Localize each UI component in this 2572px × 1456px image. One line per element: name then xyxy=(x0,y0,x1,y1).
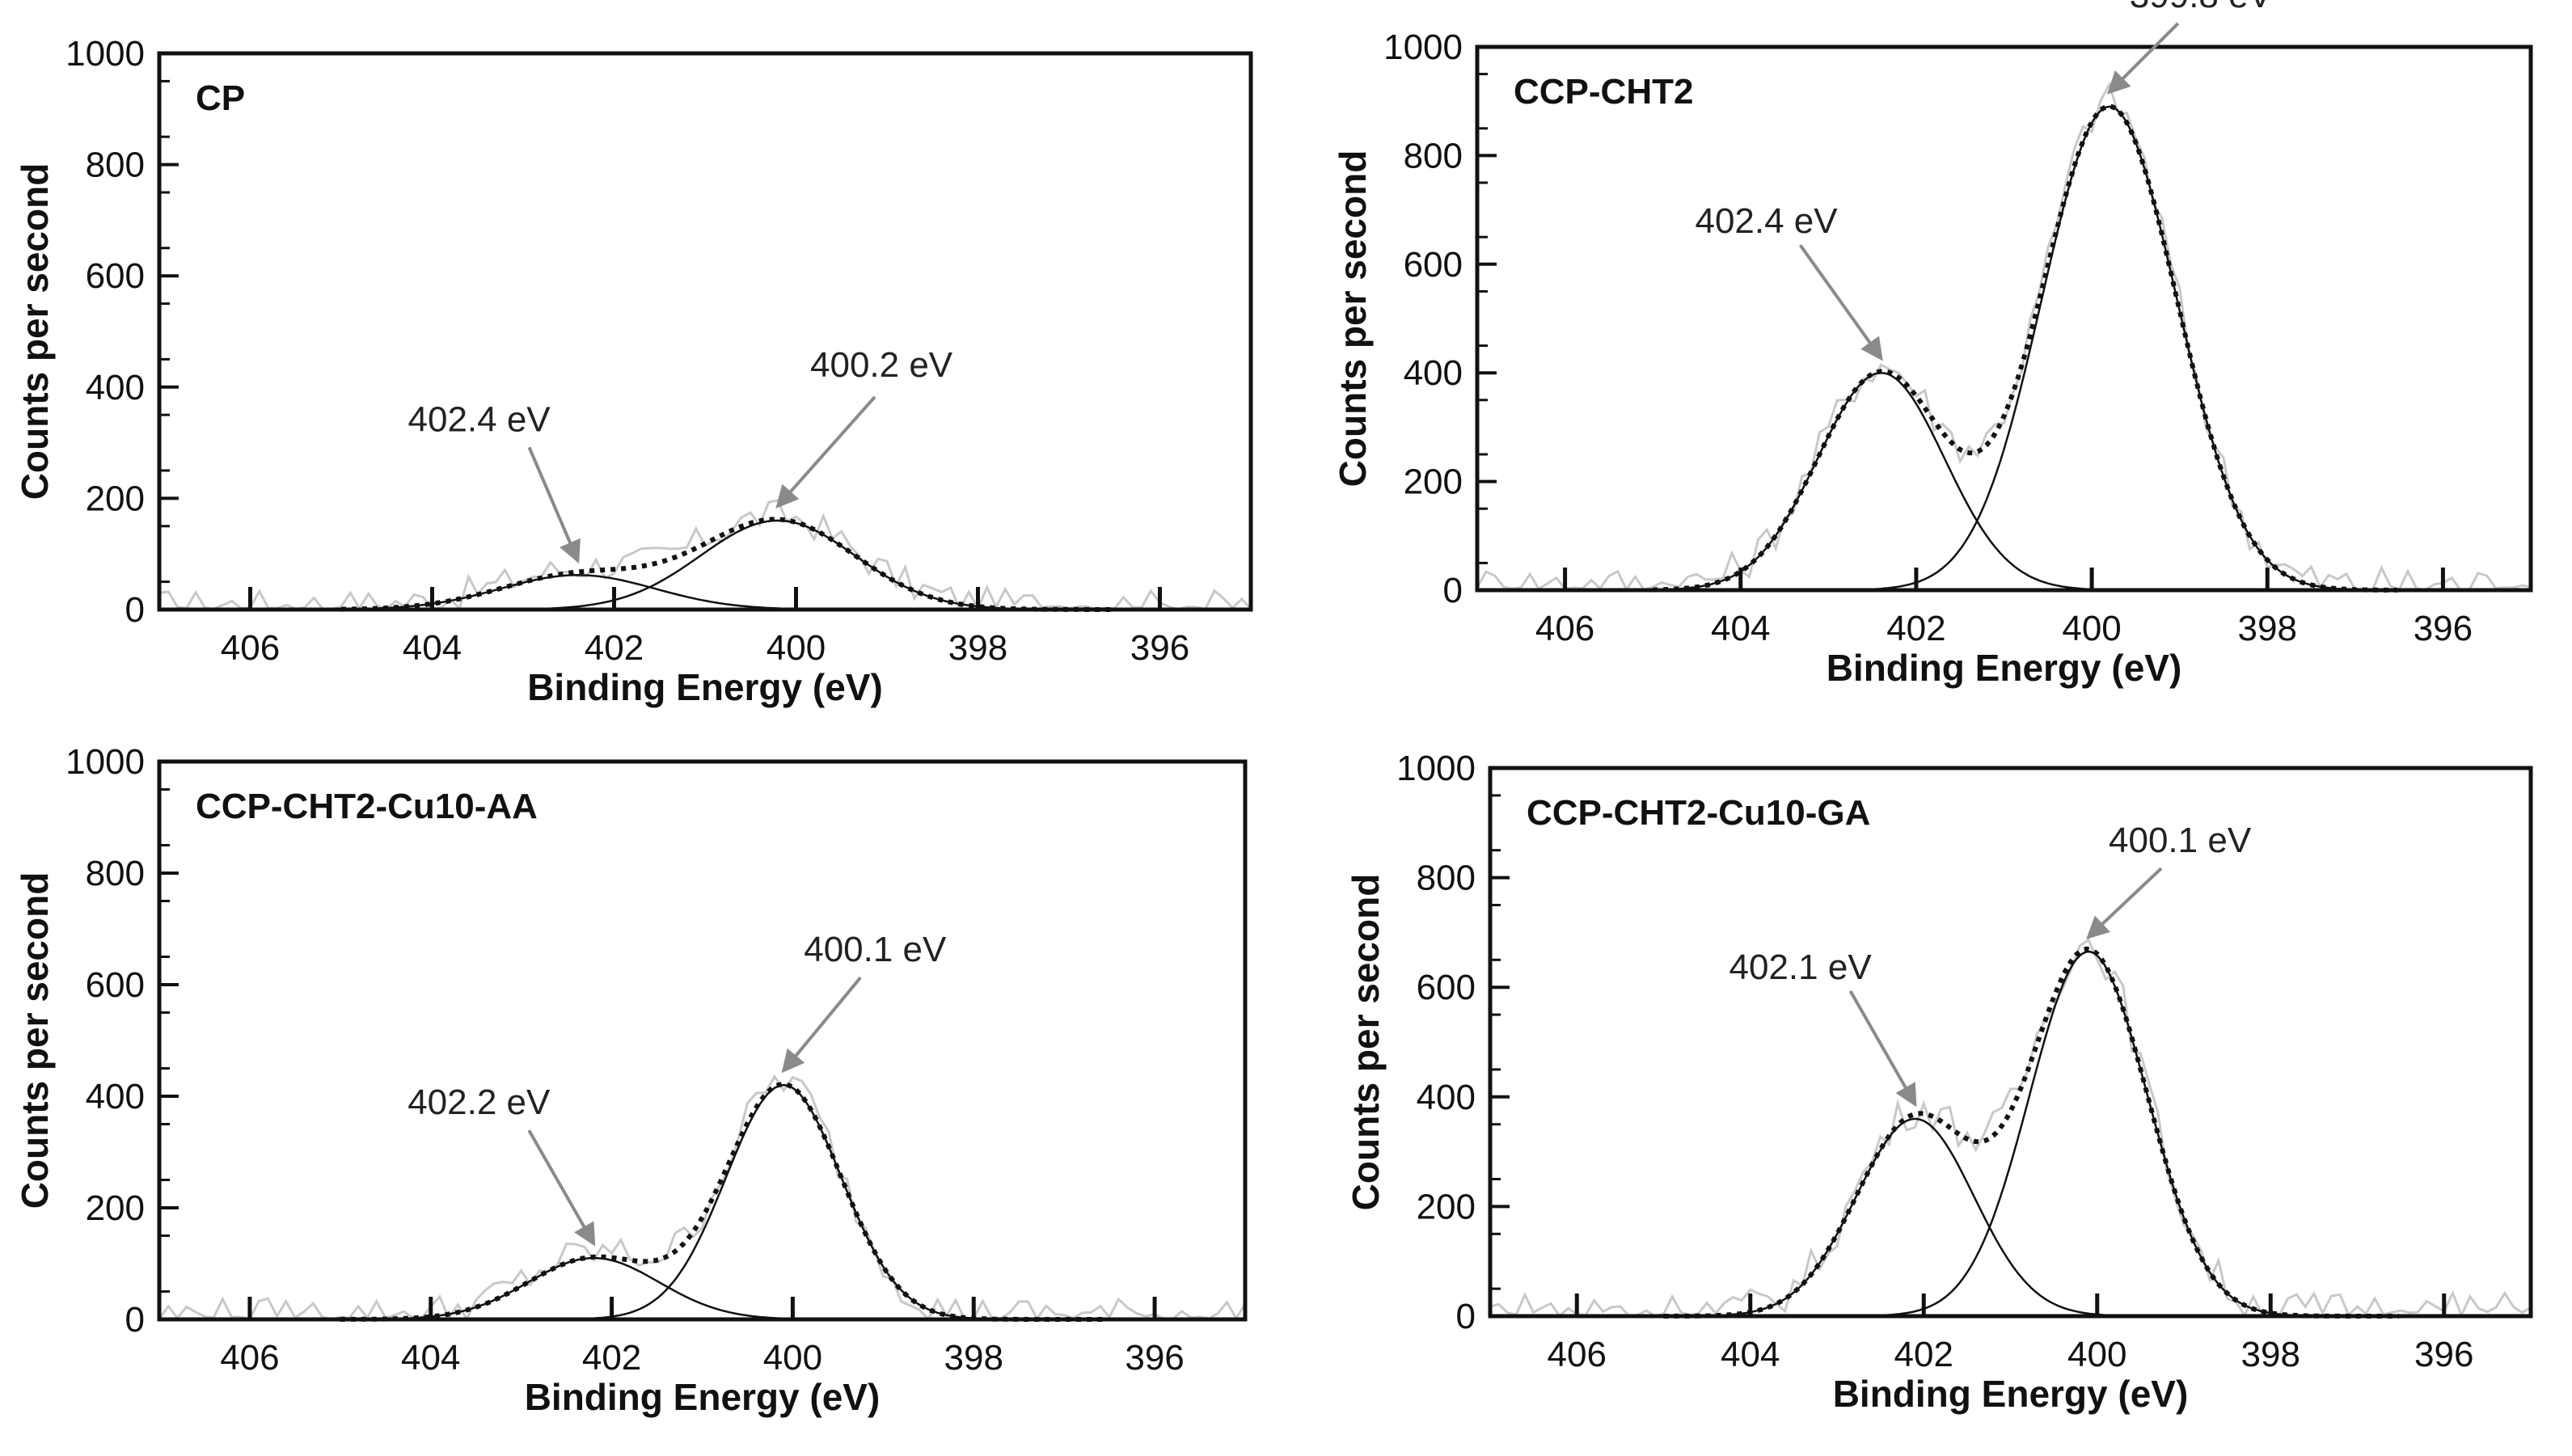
y-axis-title: Counts per second xyxy=(14,163,56,500)
peak-label: 402.4 eV xyxy=(1695,201,1838,241)
y-tick-label: 200 xyxy=(86,479,145,518)
raw-spectrum-line xyxy=(1476,81,2532,592)
y-tick-label: 800 xyxy=(1417,859,1476,898)
y-tick-label: 0 xyxy=(1443,571,1463,610)
x-tick-label: 396 xyxy=(1130,628,1189,668)
y-tick-label: 600 xyxy=(86,256,145,296)
peak-label: 400.2 eV xyxy=(810,345,953,385)
x-tick-label: 398 xyxy=(948,628,1007,668)
raw-spectrum-line xyxy=(1489,938,2532,1319)
y-axis-title: Counts per second xyxy=(14,872,56,1209)
x-tick-label: 402 xyxy=(1886,609,1945,648)
y-tick-label: 200 xyxy=(1417,1187,1476,1226)
x-tick-label: 402 xyxy=(585,628,644,668)
y-tick-label: 200 xyxy=(1404,462,1463,502)
peak-label: 402.2 eV xyxy=(408,1083,551,1122)
peak-label: 402.4 eV xyxy=(408,399,551,439)
x-tick-label: 400 xyxy=(767,628,826,668)
x-tick-label: 402 xyxy=(1894,1335,1953,1374)
fit-peak-1 xyxy=(1653,371,2397,592)
y-tick-label: 400 xyxy=(86,1077,145,1116)
x-axis-title: Binding Energy (eV) xyxy=(1833,1373,2189,1415)
y-tick-label: 1000 xyxy=(1383,27,1463,67)
peak-arrow xyxy=(781,976,862,1074)
y-tick-label: 0 xyxy=(1456,1297,1476,1336)
y-tick-label: 400 xyxy=(1417,1078,1476,1117)
x-tick-label: 404 xyxy=(1721,1335,1780,1374)
peak-arrow xyxy=(1798,244,1883,361)
y-tick-label: 1000 xyxy=(65,34,145,74)
y-tick-label: 600 xyxy=(1404,245,1463,285)
plot-frame xyxy=(157,759,1248,1322)
x-tick-label: 396 xyxy=(1125,1338,1184,1378)
x-tick-label: 402 xyxy=(582,1338,641,1378)
x-axis-title: Binding Energy (eV) xyxy=(525,1376,881,1418)
x-tick-label: 406 xyxy=(1535,609,1594,648)
x-tick-label: 406 xyxy=(220,1338,279,1378)
y-tick-label: 400 xyxy=(1404,353,1463,393)
x-tick-label: 400 xyxy=(2067,1335,2126,1374)
y-axis-title: Counts per second xyxy=(1332,150,1374,487)
fit-peak-2 xyxy=(1663,951,2399,1318)
y-tick-label: 1000 xyxy=(65,742,145,782)
panel-title: CCP-CHT2-Cu10-GA xyxy=(1527,793,1870,833)
fit-envelope-line xyxy=(340,1082,1108,1322)
y-tick-label: 0 xyxy=(125,1300,145,1340)
peak-label: 400.1 eV xyxy=(804,930,947,969)
x-tick-label: 398 xyxy=(2241,1335,2300,1374)
plot-frame xyxy=(1488,766,2533,1319)
fit-envelope-line xyxy=(1663,946,2399,1319)
chart-panel-4: 0 200 400 600 800 1000 406 404 402 400 398 396 Bindi… xyxy=(1345,749,2533,1415)
panel-title: CCP-CHT2-Cu10-AA xyxy=(196,787,538,826)
peak-label: 399.8 eV xyxy=(2130,0,2273,15)
x-tick-label: 406 xyxy=(1548,1335,1607,1374)
x-tick-label: 398 xyxy=(944,1338,1003,1378)
x-tick-label: 404 xyxy=(1711,609,1770,648)
raw-spectrum-line xyxy=(158,499,1252,613)
x-tick-label: 404 xyxy=(401,1338,460,1378)
x-axis-title: Binding Energy (eV) xyxy=(1827,647,2182,689)
x-axis-title: Binding Energy (eV) xyxy=(527,666,883,708)
fit-envelope-line xyxy=(340,517,1113,612)
chart-panel-1: 0 200 400 600 800 1000 406 404 402 400 398 396 Bindi… xyxy=(14,34,1253,708)
peak-arrow xyxy=(527,1129,596,1247)
y-tick-label: 800 xyxy=(1404,136,1463,175)
y-tick-label: 600 xyxy=(86,965,145,1005)
fit-peak-2 xyxy=(341,519,1113,611)
y-tick-label: 800 xyxy=(86,854,145,893)
y-tick-label: 400 xyxy=(86,368,145,407)
y-tick-label: 800 xyxy=(86,146,145,185)
plot-frame xyxy=(1475,44,2533,593)
fit-envelope-line xyxy=(1653,103,2397,593)
peak-arrow xyxy=(2086,867,2163,939)
x-tick-label: 404 xyxy=(403,628,462,668)
peak-arrow xyxy=(1848,990,1917,1108)
x-tick-label: 400 xyxy=(763,1338,822,1378)
x-tick-label: 396 xyxy=(2414,1335,2473,1374)
x-tick-label: 406 xyxy=(221,628,280,668)
fit-peak-1 xyxy=(1663,1117,2399,1318)
y-tick-label: 200 xyxy=(86,1188,145,1228)
chart-panel-3: 0 200 400 600 800 1000 406 404 402 400 398 396 Bindi… xyxy=(14,742,1248,1418)
panel-title: CCP-CHT2 xyxy=(1514,72,1693,112)
x-tick-label: 400 xyxy=(2062,609,2121,648)
x-tick-label: 398 xyxy=(2238,609,2297,648)
y-axis-title: Counts per second xyxy=(1345,874,1387,1211)
y-tick-label: 1000 xyxy=(1396,749,1476,788)
raw-spectrum-line xyxy=(158,1074,1247,1322)
y-tick-label: 0 xyxy=(125,590,145,630)
peak-label: 400.1 eV xyxy=(2109,821,2252,860)
peak-arrow xyxy=(527,446,581,564)
peak-arrow xyxy=(775,395,876,509)
x-tick-label: 396 xyxy=(2414,609,2473,648)
peak-label: 402.1 eV xyxy=(1729,947,1873,987)
peak-arrow xyxy=(2106,22,2180,95)
panel-title: CP xyxy=(196,78,245,118)
y-tick-label: 600 xyxy=(1417,968,1476,1007)
plot-frame xyxy=(157,51,1253,612)
chart-panel-2: 0 200 400 600 800 1000 406 404 402 400 398 396 Bindi… xyxy=(1332,0,2533,689)
